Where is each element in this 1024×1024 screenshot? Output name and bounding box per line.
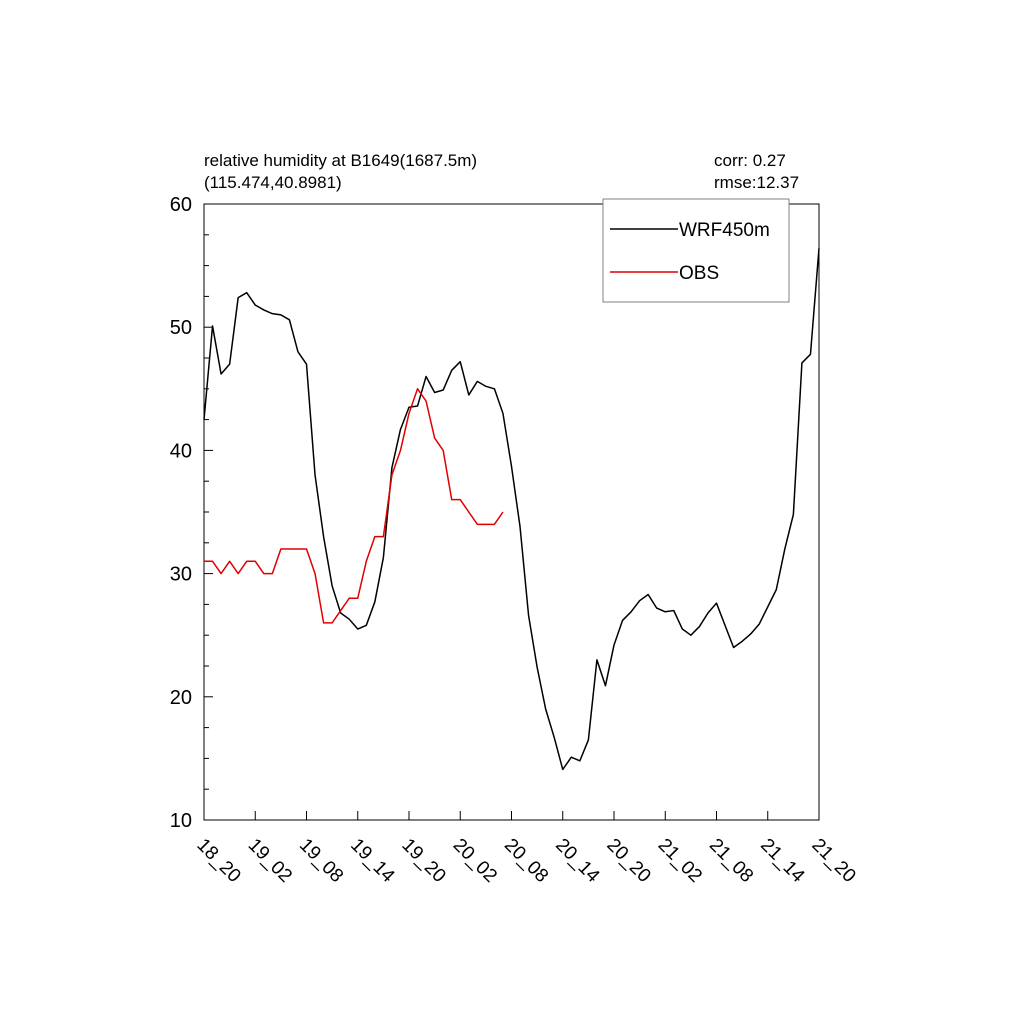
series-layer	[203, 248, 820, 771]
legend-label-wrf450m: WRF450m	[679, 220, 770, 241]
rmse-stat: rmse:12.37	[714, 173, 799, 192]
series-line-obs	[204, 388, 504, 624]
legend-label-obs: OBS	[679, 263, 719, 284]
y-tick-label: 50	[170, 317, 192, 339]
y-axis: 10 20 30 40 50 60	[170, 194, 213, 832]
corr-stat: corr: 0.27	[714, 151, 786, 170]
y-tick-label: 40	[170, 440, 192, 462]
x-tick-label: 19_14	[346, 835, 399, 888]
x-tick-label: 20_20	[602, 835, 654, 887]
series-line-wrf450m	[203, 248, 820, 771]
y-tick-label: 10	[170, 810, 192, 832]
chart-subtitle: (115.474,40.8981)	[204, 173, 342, 192]
x-tick-label: 18_20	[192, 835, 244, 887]
x-tick-label: 21_20	[807, 835, 859, 887]
x-tick-label: 21_08	[705, 835, 757, 887]
y-tick-label: 20	[170, 687, 192, 709]
x-tick-label: 19_02	[244, 835, 296, 887]
chart-title: relative humidity at B1649(1687.5m)	[204, 151, 477, 170]
x-tick-label: 21_14	[756, 835, 809, 888]
x-tick-label: 20_14	[551, 835, 604, 888]
legend-box	[602, 198, 790, 303]
x-tick-label: 19_08	[295, 835, 347, 887]
x-tick-label: 20_02	[449, 835, 501, 887]
x-tick-label: 19_20	[397, 835, 449, 887]
y-tick-label: 60	[170, 194, 192, 216]
x-tick-label: 21_02	[654, 835, 706, 887]
y-tick-label: 30	[170, 564, 192, 586]
x-tick-label: 20_08	[500, 835, 552, 887]
x-axis: 18_20 19_02 19_08 19_14 19_20 20_02 20_08 20_14…	[192, 811, 860, 888]
legend: WRF450m OBS	[602, 198, 790, 303]
